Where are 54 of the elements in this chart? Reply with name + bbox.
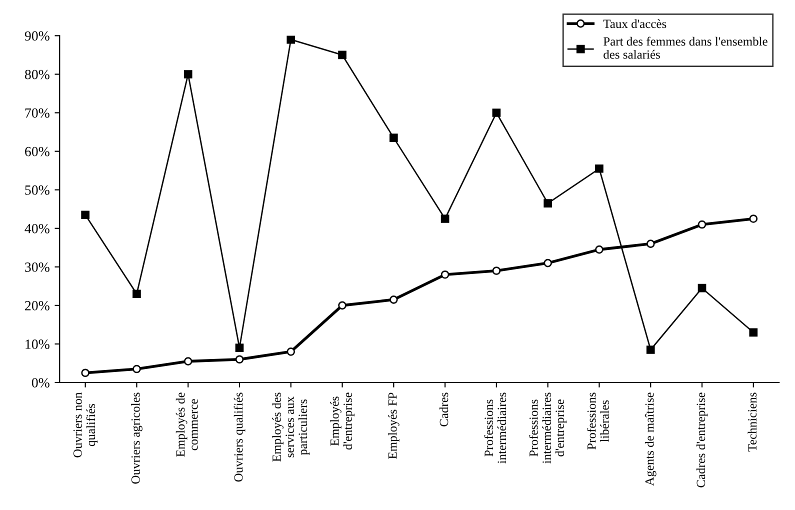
y-tick-label: 30% bbox=[25, 262, 50, 272]
y-tick-label: 0% bbox=[32, 378, 50, 388]
point bbox=[338, 50, 346, 60]
point bbox=[132, 364, 141, 374]
legend-label: Taux d'accès bbox=[603, 19, 666, 28]
point bbox=[698, 284, 706, 292]
y-tick-label: 50% bbox=[25, 185, 50, 195]
point bbox=[698, 220, 706, 229]
point bbox=[440, 270, 450, 279]
y-tick-label: 40% bbox=[24, 224, 50, 234]
x-tick-label: Employés de commerce bbox=[176, 392, 198, 457]
point bbox=[132, 290, 141, 298]
x-tick-label: Employés d'entreprise bbox=[330, 392, 355, 450]
x-tick-label: Cadres bbox=[439, 392, 448, 426]
point bbox=[749, 214, 758, 223]
point bbox=[646, 240, 655, 248]
point bbox=[749, 328, 758, 337]
x-tick-label: Employés des services aux particuliers bbox=[272, 392, 310, 462]
y-tick-label: 90% bbox=[24, 31, 50, 41]
x-tick-label: Techniciens bbox=[748, 392, 757, 452]
x-tick-label: Ouvriers agricoles bbox=[131, 392, 142, 484]
point bbox=[81, 368, 90, 378]
point bbox=[544, 258, 552, 268]
x-tick-label: Ouvriers non qualifiés bbox=[73, 392, 98, 458]
point bbox=[338, 301, 346, 310]
point bbox=[544, 199, 552, 208]
point bbox=[492, 266, 501, 275]
point bbox=[286, 348, 296, 356]
legend-label: Part des femmes dans l'ensemble des salariés bbox=[603, 36, 768, 59]
y-tick-label: 80% bbox=[24, 70, 50, 80]
point bbox=[235, 344, 244, 352]
point bbox=[286, 36, 296, 44]
point bbox=[390, 134, 398, 142]
point bbox=[184, 357, 192, 366]
y-tick-label: 60% bbox=[25, 146, 50, 156]
point bbox=[646, 346, 655, 354]
x-tick-label: Professions libérales bbox=[586, 392, 609, 450]
point bbox=[184, 70, 192, 78]
point bbox=[440, 214, 450, 223]
x-tick-label: Cadres d'entreprise bbox=[696, 392, 708, 488]
y-tick-label: 70% bbox=[25, 108, 50, 118]
x-tick-label: Employés FP bbox=[388, 392, 400, 459]
point bbox=[390, 295, 398, 304]
point bbox=[81, 210, 90, 220]
x-tick-label: Agents de maîtrise bbox=[644, 392, 656, 486]
x-tick-label: Professions intermédiaires d'entreprise bbox=[528, 392, 567, 464]
point bbox=[235, 355, 244, 364]
x-tick-label: Ouvriers qualifiés bbox=[234, 392, 246, 482]
point bbox=[595, 245, 604, 254]
point bbox=[595, 164, 604, 173]
point bbox=[492, 108, 501, 117]
x-tick-label: Professions intermédiaires bbox=[484, 392, 506, 464]
y-tick-label: 20% bbox=[25, 301, 50, 310]
y-tick-label: 10% bbox=[26, 340, 50, 349]
